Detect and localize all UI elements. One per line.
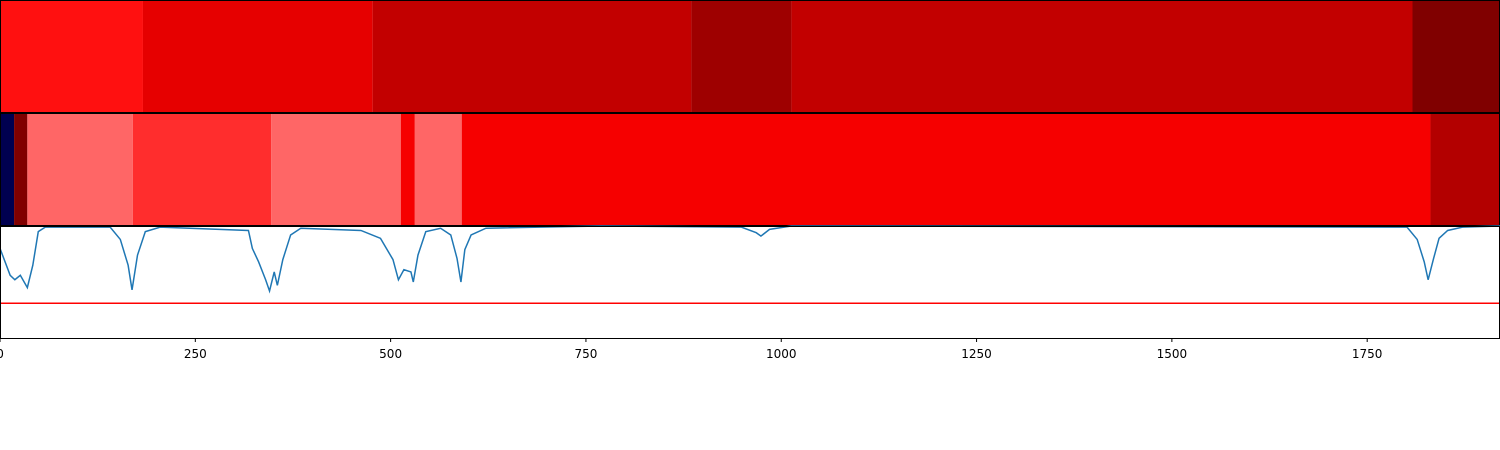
x-tick-label: 1000 (766, 347, 797, 361)
x-tick-label: 1500 (1157, 347, 1188, 361)
x-tick-label: 1250 (961, 347, 992, 361)
x-tick-label: 250 (184, 347, 207, 361)
x-tick-label: 1750 (1352, 347, 1383, 361)
x-tick-label: 750 (574, 347, 597, 361)
panel (0, 226, 1500, 338)
segment (0, 0, 143, 112)
segment (14, 113, 28, 225)
segment (1412, 0, 1500, 112)
segment (691, 0, 792, 112)
segment (0, 113, 15, 225)
segment (142, 0, 373, 112)
segment (372, 0, 692, 112)
segment (27, 113, 133, 225)
segment (1430, 113, 1500, 225)
segment (132, 113, 272, 225)
x-tick-label: 0 (0, 347, 4, 361)
segment (414, 113, 462, 225)
segment (791, 0, 1413, 112)
x-tick-label: 500 (379, 347, 402, 361)
segment (400, 113, 415, 225)
segment (461, 113, 1431, 225)
segment (271, 113, 401, 225)
